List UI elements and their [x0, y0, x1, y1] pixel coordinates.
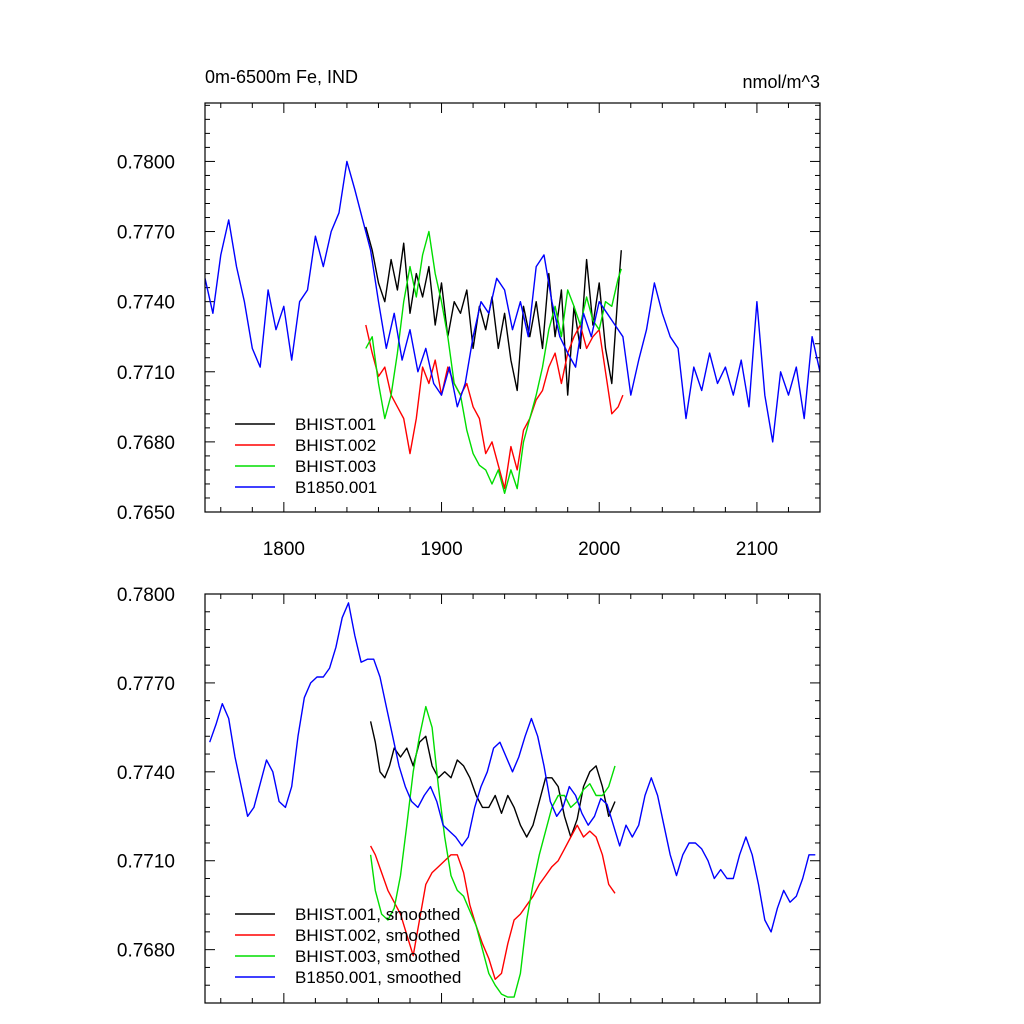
top-panel-tick-labels: 1800 1900 2000 2100 0.7650 0.7680 0.7710 0.7740… [117, 152, 778, 560]
top-legend-label: BHIST.001 [295, 415, 376, 434]
top-y-tick-label: 0.7680 [117, 433, 175, 454]
top-legend-label: B1850.001 [295, 478, 377, 497]
top-y-tick-label: 0.7740 [117, 293, 175, 314]
top-y-tick-label: 0.7710 [117, 363, 175, 384]
bottom-panel: 0.7680 0.7710 0.7740 0.7770 0.7800 BHIST.001… [117, 585, 821, 1004]
top-panel-frame [204, 102, 821, 513]
top-x-tick-label: 2000 [578, 539, 620, 560]
bottom-panel-series [209, 602, 816, 998]
top-x-tick-label: 1900 [420, 539, 462, 560]
top-panel-series [205, 160, 820, 494]
bottom-panel-tick-labels: 0.7680 0.7710 0.7740 0.7770 0.7800 [117, 585, 175, 962]
bottom-y-tick-label: 0.7770 [117, 674, 175, 695]
top-panel-units: nmol/m^3 [743, 72, 820, 92]
top-panel: 0m-6500m Fe, IND nmol/m^3 1800 1900 2000 21… [117, 67, 821, 560]
top-series-line-1 [365, 226, 622, 396]
top-y-tick-label: 0.7770 [117, 223, 175, 244]
bottom-y-tick-label: 0.7710 [117, 852, 175, 873]
top-series-line-3 [365, 230, 622, 494]
top-series-line-4 [205, 160, 820, 443]
bottom-legend-label: BHIST.003, smoothed [295, 947, 460, 966]
bottom-legend-label: BHIST.002, smoothed [295, 926, 460, 945]
bottom-legend-label: BHIST.001, smoothed [295, 905, 460, 924]
top-legend-label: BHIST.003 [295, 457, 376, 476]
top-y-tick-label: 0.7800 [117, 152, 175, 173]
bottom-y-tick-label: 0.7800 [117, 585, 175, 606]
bottom-legend-label: B1850.001, smoothed [295, 968, 461, 987]
bottom-y-tick-label: 0.7680 [117, 941, 175, 962]
bottom-series-line-1 [369, 721, 616, 838]
bottom-y-tick-label: 0.7740 [117, 763, 175, 784]
top-legend-label: BHIST.002 [295, 436, 376, 455]
bottom-panel-frame [204, 593, 821, 1004]
bottom-panel-legend: BHIST.001, smoothed BHIST.002, smoothed BH… [235, 905, 461, 987]
top-x-tick-label: 2100 [736, 539, 778, 560]
top-y-tick-label: 0.7650 [117, 503, 175, 524]
bottom-series-line-2 [369, 824, 616, 980]
top-panel-title: 0m-6500m Fe, IND [205, 67, 358, 87]
top-x-tick-label: 1800 [263, 539, 305, 560]
bottom-series-line-4 [209, 602, 816, 933]
top-panel-legend: BHIST.001 BHIST.002 BHIST.003 B1850.001 [235, 415, 377, 497]
